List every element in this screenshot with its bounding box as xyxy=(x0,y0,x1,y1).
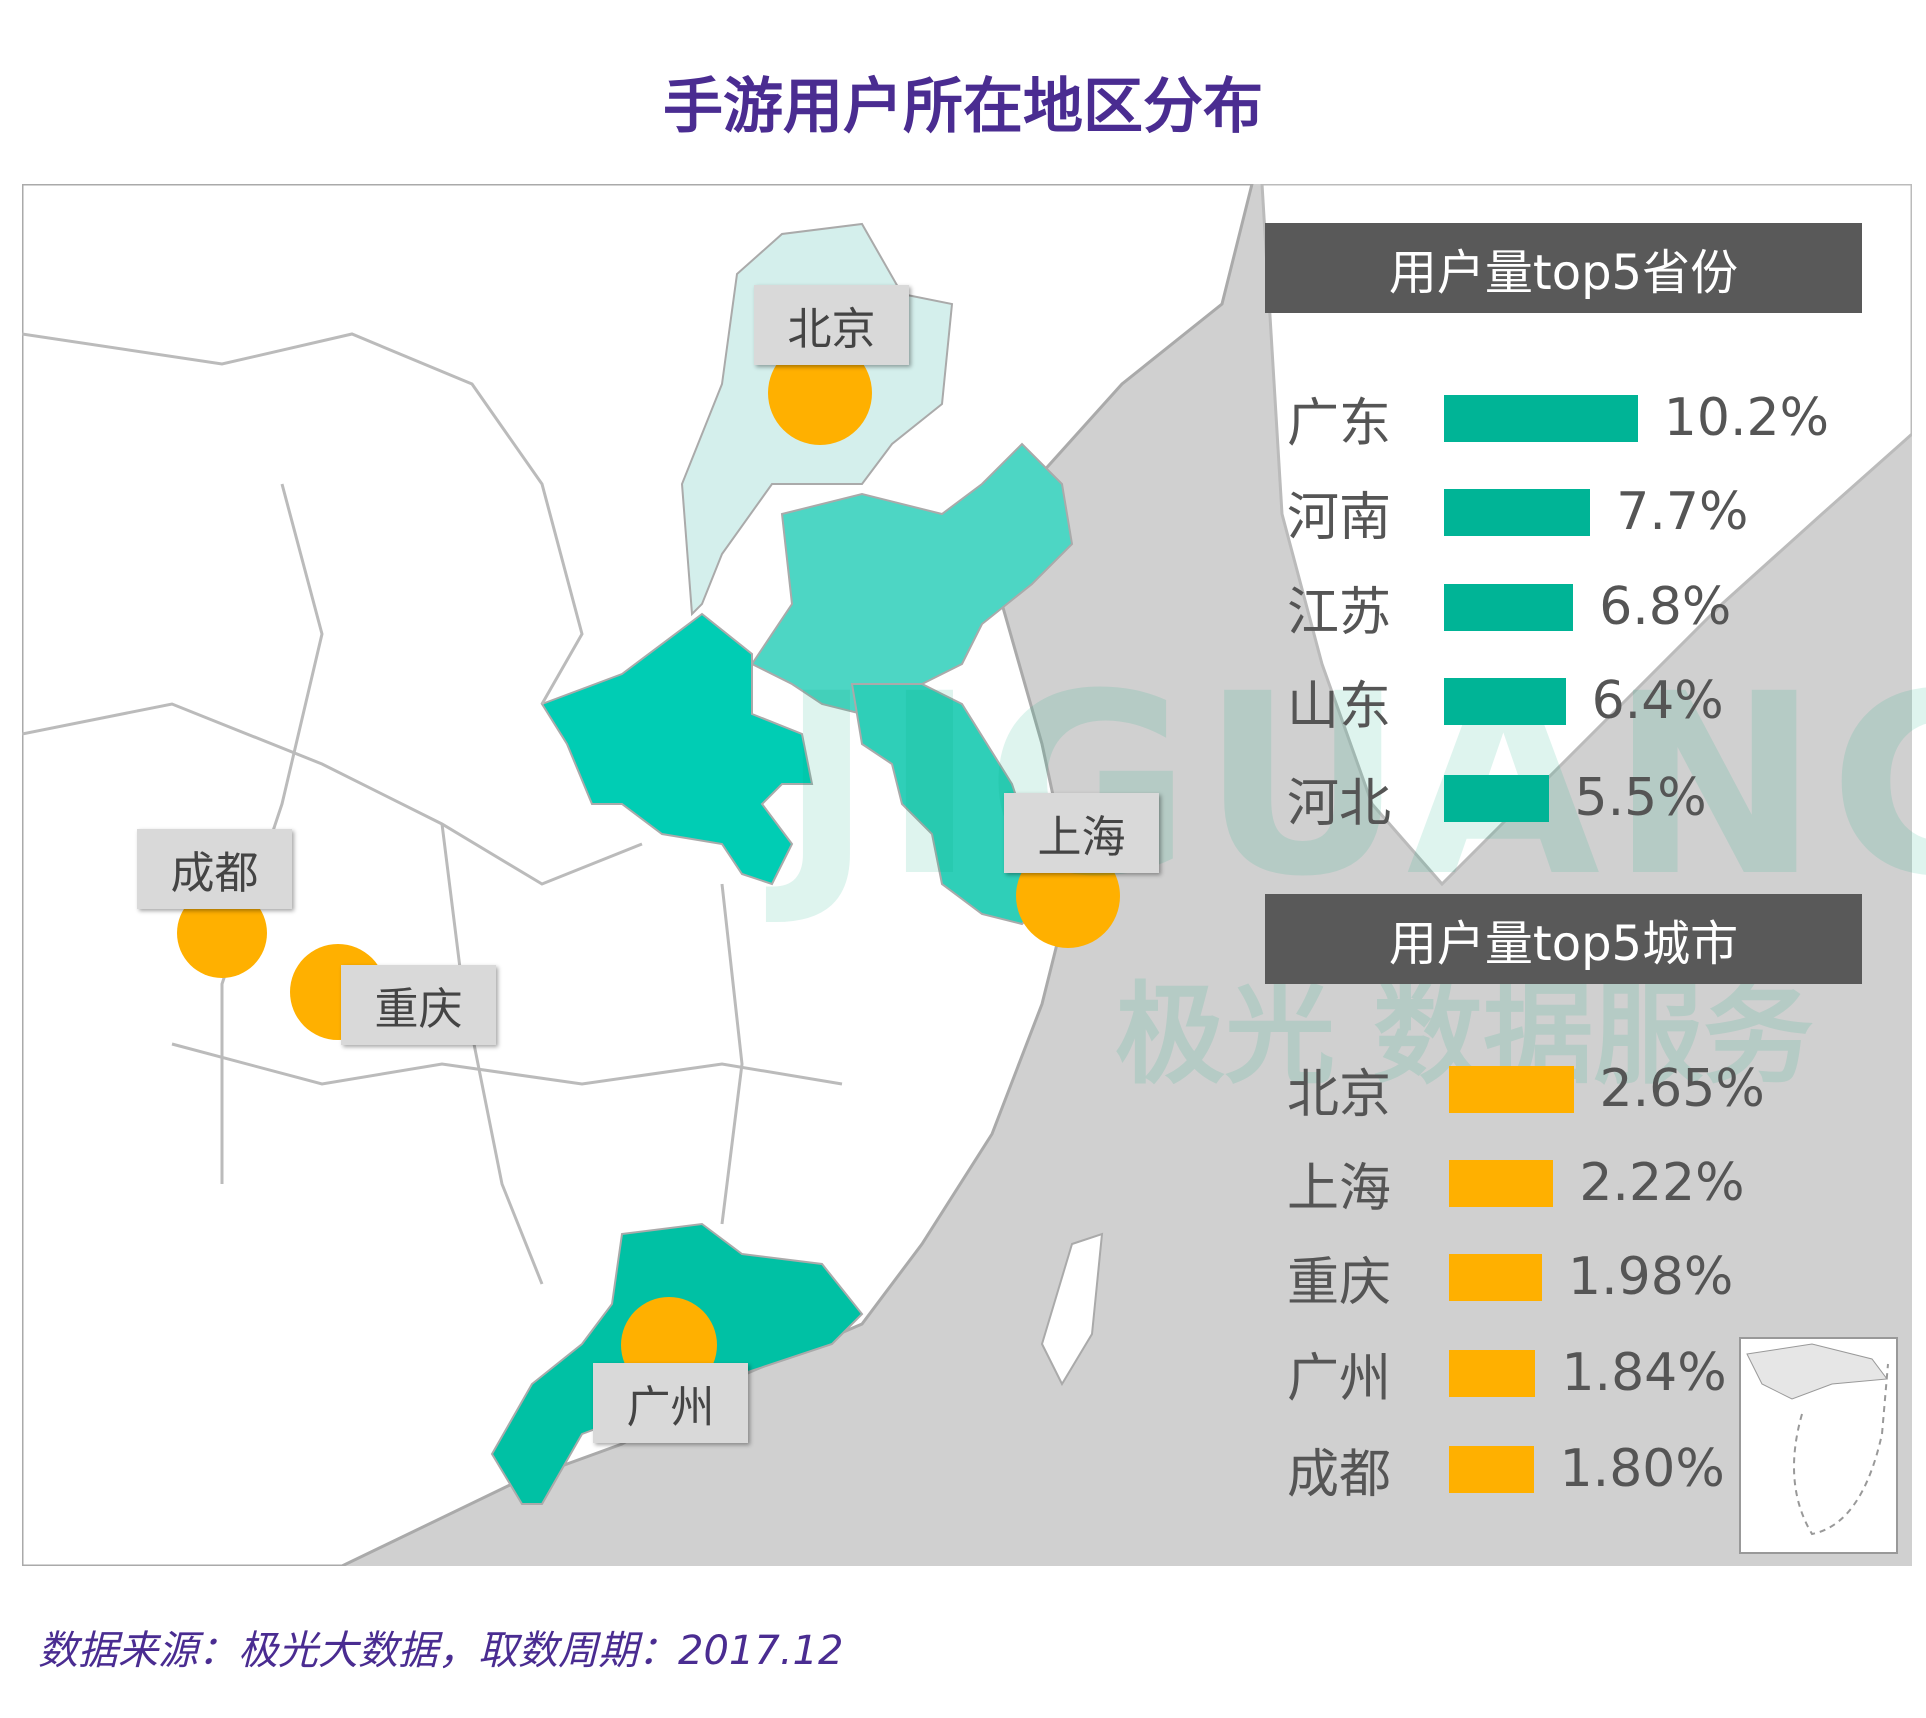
city-value: 1.84% xyxy=(1561,1343,1727,1403)
city-bar xyxy=(1449,1349,1536,1397)
province-row: 山东 6.4% xyxy=(1287,671,1724,737)
province-name: 广东 xyxy=(1287,393,1392,454)
province-value: 7.7% xyxy=(1616,482,1749,542)
province-panel-header: 用户量top5省份 xyxy=(1265,223,1862,313)
city-row: 上海 2.22% xyxy=(1287,1153,1745,1219)
province-value: 6.8% xyxy=(1599,577,1732,637)
marker-chengdu xyxy=(177,888,267,978)
map-label-guangzhou: 广州 xyxy=(593,1363,748,1443)
city-value: 2.22% xyxy=(1579,1153,1745,1213)
province-shandong xyxy=(750,442,1074,716)
city-bar xyxy=(1449,1065,1574,1113)
province-row: 河北 5.5% xyxy=(1287,768,1707,834)
province-value: 10.2% xyxy=(1663,388,1829,448)
taiwan xyxy=(1040,1232,1104,1387)
city-panel-header: 用户量top5城市 xyxy=(1265,894,1862,984)
inset-south-china-sea xyxy=(1739,1337,1898,1554)
province-name: 江苏 xyxy=(1287,582,1392,643)
province-name: 河南 xyxy=(1287,487,1392,548)
province-bar xyxy=(1444,394,1638,442)
city-row: 广州 1.84% xyxy=(1287,1343,1727,1409)
city-bar xyxy=(1449,1253,1543,1301)
map-label-shanghai: 上海 xyxy=(1004,793,1159,873)
province-row: 江苏 6.8% xyxy=(1287,577,1732,643)
province-henan xyxy=(540,612,814,886)
city-name: 广州 xyxy=(1287,1348,1392,1409)
province-name: 河北 xyxy=(1287,773,1392,834)
province-value: 5.5% xyxy=(1574,768,1707,828)
city-name: 上海 xyxy=(1287,1158,1392,1219)
city-row: 北京 2.65% xyxy=(1287,1059,1765,1125)
province-bar xyxy=(1444,677,1566,725)
province-jiangsu xyxy=(850,683,1044,926)
city-value: 1.98% xyxy=(1568,1247,1734,1307)
province-borders xyxy=(22,332,843,1285)
province-name: 山东 xyxy=(1287,676,1392,737)
watermark-brand: JIGUANG xyxy=(780,640,1926,931)
city-name: 重庆 xyxy=(1287,1252,1392,1313)
province-row: 广东 10.2% xyxy=(1287,388,1829,454)
city-row: 成都 1.80% xyxy=(1287,1439,1725,1505)
city-row: 重庆 1.98% xyxy=(1287,1247,1734,1313)
city-bar xyxy=(1449,1445,1534,1493)
city-name: 成都 xyxy=(1287,1444,1392,1505)
city-value: 1.80% xyxy=(1559,1439,1725,1499)
page-title: 手游用户所在地区分布 xyxy=(663,72,1263,142)
province-bar xyxy=(1444,774,1549,822)
city-bar xyxy=(1449,1159,1554,1207)
city-value: 2.65% xyxy=(1599,1059,1765,1119)
province-row: 河南 7.7% xyxy=(1287,482,1749,548)
source-footnote: 数据来源：极光大数据，取数周期：2017.12 xyxy=(38,1628,844,1674)
province-bar xyxy=(1444,488,1591,536)
province-bar xyxy=(1444,583,1574,631)
map-label-chongqing: 重庆 xyxy=(341,965,496,1045)
province-value: 6.4% xyxy=(1591,671,1724,731)
map-label-chengdu: 成都 xyxy=(137,829,292,909)
marker-beijing xyxy=(768,341,872,445)
city-name: 北京 xyxy=(1287,1064,1392,1125)
map-label-beijing: 北京 xyxy=(754,285,909,365)
